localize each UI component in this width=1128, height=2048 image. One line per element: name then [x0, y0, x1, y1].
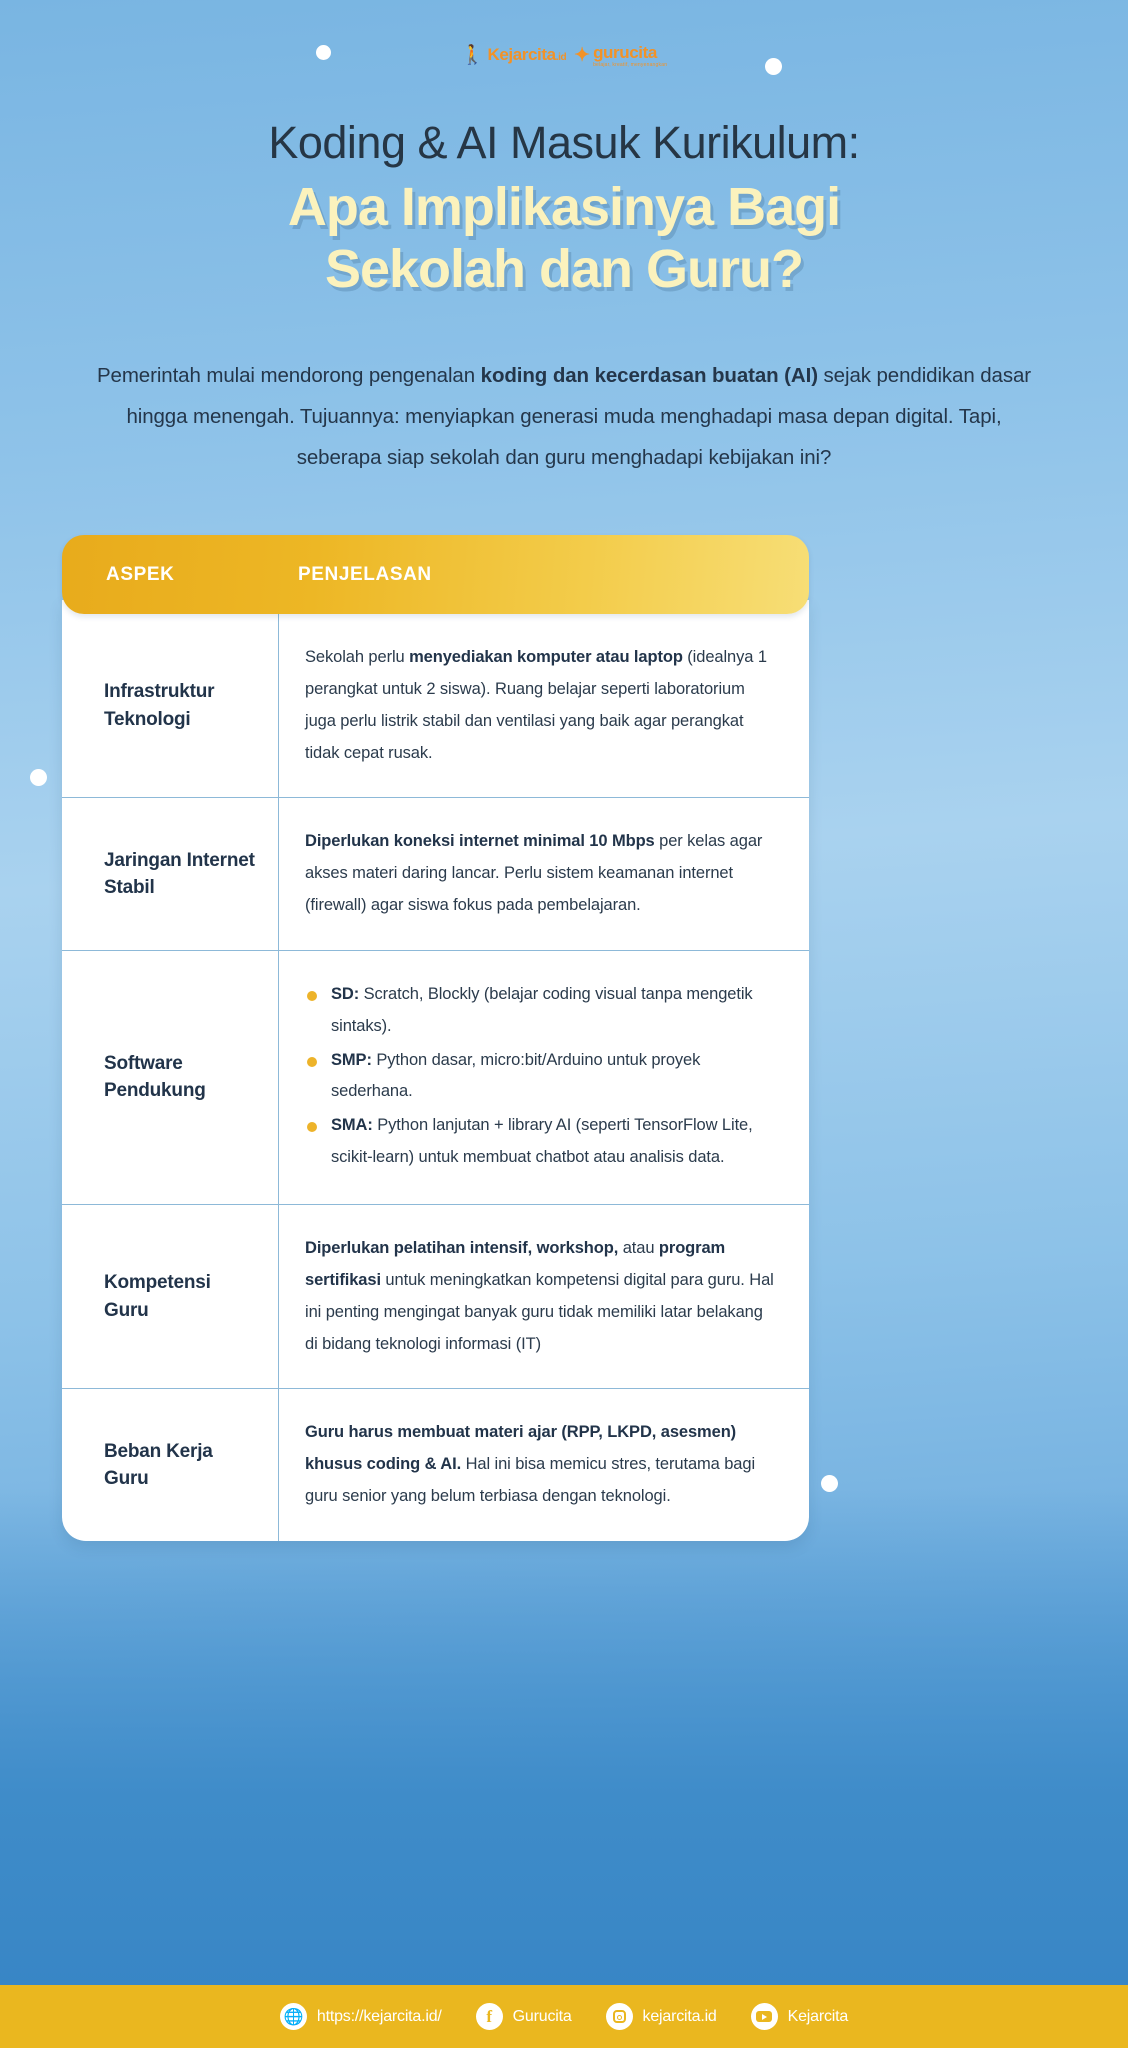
kejarcita-logo: 🚶 Kejarcita.id: [460, 44, 567, 66]
intro-bold: koding dan kecerdasan buatan (AI): [480, 364, 818, 387]
explanation-bold-text: Diperlukan pelatihan intensif, workshop,: [305, 1238, 619, 1257]
intro-text-2: sejak pendidikan dasar hingga menengah. …: [126, 364, 1032, 469]
footer-item[interactable]: kejarcita.id: [605, 2003, 717, 2030]
table-row: Jaringan Internet Stabil Diperlukan konek…: [62, 797, 809, 950]
kejarcita-logo-suffix: .id: [555, 52, 567, 63]
table-body: Infrastruktur Teknologi Sekolah perlu men…: [62, 600, 809, 1541]
footer-item[interactable]: Kejarcita: [750, 2003, 849, 2030]
headline-line-1: Koding & AI Masuk Kurikulum:: [268, 117, 860, 168]
headline-line-2: Apa Implikasinya Bagi Sekolah dan Guru?: [0, 176, 1128, 301]
table-row: Beban Kerja Guru Guru harus membuat mater…: [62, 1388, 809, 1541]
decorative-dot: [30, 769, 47, 786]
gurucita-logo: ✦ gurucita belajar, kreatif, menyenangka…: [574, 43, 667, 68]
brand-bar: 🚶 Kejarcita.id ✦ gurucita belajar, kreat…: [0, 40, 1128, 70]
bullet-text: Python dasar, micro:bit/Arduino untuk pr…: [331, 1050, 701, 1101]
list-item: SMP: Python dasar, micro:bit/Arduino unt…: [305, 1045, 777, 1109]
explanation-text: untuk meningkatkan kompetensi digital pa…: [305, 1270, 774, 1353]
table-cell-aspect: Kompetensi Guru: [104, 1272, 211, 1321]
running-person-icon: 🚶: [460, 44, 485, 66]
footer-item[interactable]: f Gurucita: [475, 2003, 572, 2030]
youtube-icon[interactable]: [750, 2003, 778, 2030]
decorative-dot: [316, 45, 331, 60]
bullet-dot-icon: [307, 990, 317, 1001]
bullet-text: Python lanjutan + library AI (seperti Te…: [331, 1116, 753, 1167]
footer-bar: 🌐 https://kejarcita.id/f Gurucita kejarcita…: [0, 1985, 1128, 2048]
kejarcita-logo-text: Kejarcita: [487, 45, 556, 64]
list-item: SMA: Python lanjutan + library AI (seper…: [305, 1110, 777, 1174]
footer-item-label: https://kejarcita.id/: [316, 2007, 442, 2025]
comparison-table: ASPEK PENJELASAN Infrastruktur Teknologi…: [62, 535, 809, 1541]
bullet-label: SMA:: [331, 1116, 373, 1135]
table-header-row: ASPEK PENJELASAN: [62, 535, 809, 614]
table-cell-aspect: Jaringan Internet Stabil: [104, 849, 255, 899]
table-cell-aspect: Software Pendukung: [104, 1052, 206, 1102]
bullet-dot-icon: [307, 1122, 317, 1133]
explanation-bullet-list: SD: Scratch, Blockly (belajar coding vis…: [305, 979, 777, 1174]
explanation-bold-text: Guru harus membuat materi ajar (RPP, LKP…: [305, 1423, 737, 1474]
footer-item-label: Gurucita: [512, 2007, 572, 2025]
explanation-bold-text: Diperlukan koneksi internet minimal 10 M…: [305, 832, 655, 851]
decorative-dot: [821, 1475, 838, 1492]
intro-paragraph: Pemerintah mulai mendorong pengenalan ko…: [94, 355, 1034, 478]
instagram-icon[interactable]: [605, 2003, 633, 2030]
intro-text-1: Pemerintah mulai mendorong pengenalan: [96, 364, 481, 387]
table-cell-explanation: SD: Scratch, Blockly (belajar coding vis…: [278, 950, 809, 1204]
headline-block: Koding & AI Masuk Kurikulum: Apa Implika…: [0, 118, 1128, 301]
explanation-text: atau: [618, 1238, 659, 1257]
table-cell-explanation: Diperlukan koneksi internet minimal 10 M…: [278, 798, 809, 950]
table-cell-aspect: Infrastruktur Teknologi: [104, 681, 215, 730]
table-header-penjelasan: PENJELASAN: [298, 563, 432, 585]
bullet-dot-icon: [307, 1056, 317, 1067]
bullet-label: SMP:: [331, 1050, 372, 1069]
gurucita-tagline: belajar, kreatif, menyenangkan: [593, 61, 668, 68]
headline-line-2a: Apa Implikasinya Bagi: [287, 176, 841, 237]
table-cell-explanation: Sekolah perlu menyediakan komputer atau …: [278, 614, 809, 798]
explanation-bold-text: program sertifikasi: [305, 1238, 726, 1289]
explanation-text: (idealnya 1 perangkat untuk 2 siswa). Ru…: [305, 648, 767, 762]
explanation-text: Sekolah perlu: [305, 648, 410, 666]
table-row: Software Pendukung SD: Scratch, Blockly (…: [62, 949, 809, 1204]
bullet-text: Scratch, Blockly (belajar coding visual …: [331, 984, 753, 1035]
globe-icon[interactable]: 🌐: [279, 2003, 307, 2030]
explanation-text: per kelas agar akses materi daring lanca…: [305, 832, 763, 915]
headline-line-2b: Sekolah dan Guru?: [324, 239, 804, 300]
decorative-dot: [765, 58, 782, 75]
table-header-aspek: ASPEK: [106, 563, 175, 585]
explanation-text: Hal ini bisa memicu stres, terutama bagi…: [305, 1455, 756, 1506]
footer-item-label: Kejarcita: [787, 2007, 849, 2025]
list-item: SD: Scratch, Blockly (belajar coding vis…: [305, 979, 777, 1043]
star-burst-icon: ✦: [574, 44, 591, 66]
table-row: Kompetensi Guru Diperlukan pelatihan inte…: [62, 1203, 809, 1389]
bullet-label: SD:: [331, 984, 360, 1003]
table-cell-explanation: Diperlukan pelatihan intensif, workshop,…: [278, 1204, 809, 1389]
background-bottom-gradient: [0, 1488, 1128, 2048]
explanation-bold-text: menyediakan komputer atau laptop: [409, 648, 683, 666]
gurucita-logo-text: gurucita: [593, 42, 657, 62]
table-cell-aspect: Beban Kerja Guru: [104, 1440, 213, 1490]
footer-item-label: kejarcita.id: [642, 2007, 717, 2025]
facebook-icon[interactable]: f: [475, 2003, 503, 2030]
table-cell-explanation: Guru harus membuat materi ajar (RPP, LKP…: [278, 1389, 809, 1541]
footer-item[interactable]: 🌐 https://kejarcita.id/: [279, 2003, 442, 2030]
table-row: Infrastruktur Teknologi Sekolah perlu men…: [62, 614, 809, 798]
